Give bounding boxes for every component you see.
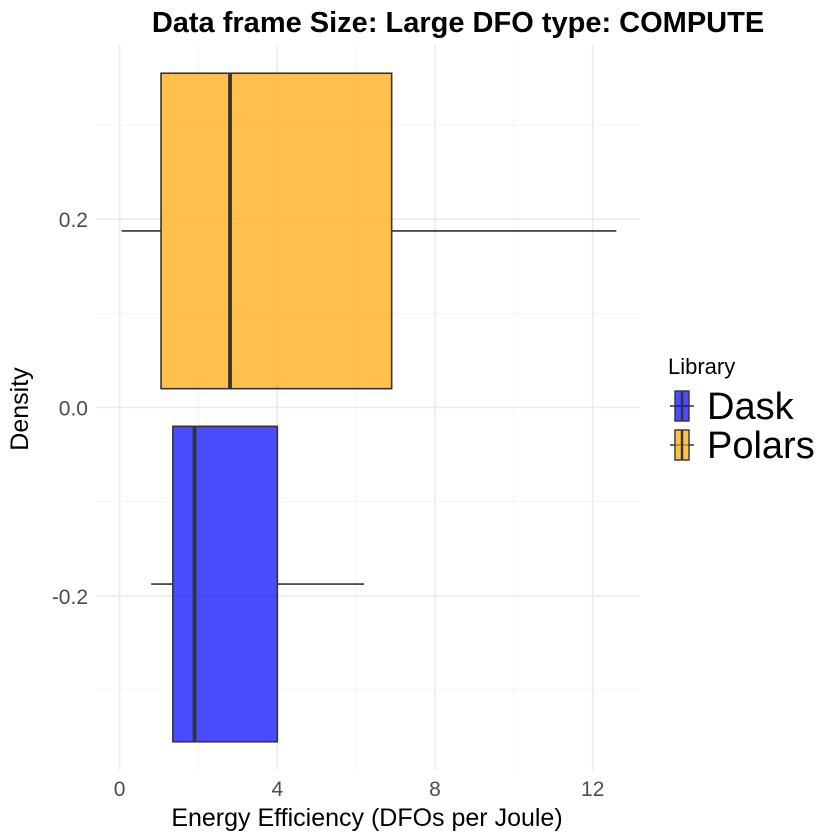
x-tick-label: 4	[271, 778, 283, 801]
y-tick-label: 0.0	[59, 398, 88, 421]
y-axis-ticks: -0.2 0.0 0.2	[52, 209, 88, 609]
y-tick-label: 0.2	[59, 209, 88, 232]
legend-label: Polars	[707, 425, 815, 467]
x-tick-label: 0	[114, 778, 126, 801]
box-polars	[121, 72, 617, 390]
x-axis-ticks: 0 4 8 12	[114, 778, 605, 801]
interquartile-box	[172, 425, 279, 743]
y-axis-title: Density	[6, 367, 34, 451]
legend-title: Library	[668, 354, 735, 379]
box-dask	[151, 425, 365, 743]
legend-label: Dask	[707, 386, 795, 428]
legend-item-polars: Polars	[670, 425, 815, 467]
x-tick-label: 12	[581, 778, 604, 801]
chart-title: Data frame Size: Large DFO type: COMPUTE	[152, 7, 764, 39]
x-tick-label: 8	[429, 778, 441, 801]
x-axis-title: Energy Efficiency (DFOs per Joule)	[171, 804, 562, 832]
legend-item-dask: Dask	[670, 386, 795, 428]
plot-boxes	[121, 72, 617, 743]
interquartile-box	[160, 72, 393, 390]
y-tick-label: -0.2	[52, 586, 88, 609]
